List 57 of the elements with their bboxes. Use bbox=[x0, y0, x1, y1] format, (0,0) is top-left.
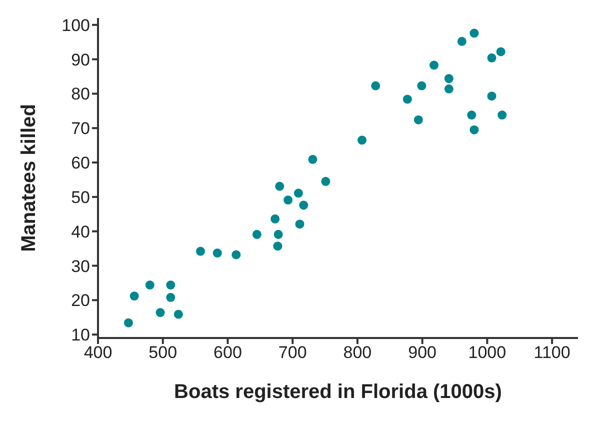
point bbox=[357, 136, 367, 145]
y-tick-label: 50 bbox=[71, 188, 90, 207]
point bbox=[124, 318, 133, 328]
y-axis-title: Manatees killed bbox=[18, 104, 40, 252]
point bbox=[498, 110, 507, 120]
point bbox=[130, 292, 139, 301]
point bbox=[487, 92, 496, 101]
point bbox=[429, 60, 439, 70]
y-tick-label: 30 bbox=[71, 256, 90, 276]
point bbox=[273, 242, 282, 251]
y-tick-label: 20 bbox=[71, 291, 90, 310]
point bbox=[275, 182, 284, 191]
point bbox=[252, 230, 262, 239]
x-tick-label: 400 bbox=[84, 343, 112, 362]
y-tick-label: 10 bbox=[71, 326, 90, 345]
x-tick-label: 1000 bbox=[468, 343, 506, 362]
x-axis-title: Boats registered in Florida (1000s) bbox=[174, 381, 502, 403]
point bbox=[414, 115, 423, 124]
point bbox=[274, 230, 283, 239]
point bbox=[321, 176, 330, 186]
y-tick-label: 80 bbox=[71, 84, 90, 104]
point bbox=[417, 81, 426, 90]
point bbox=[295, 220, 304, 229]
point bbox=[308, 154, 318, 164]
point bbox=[496, 47, 506, 56]
point bbox=[402, 94, 412, 104]
y-tick-label: 90 bbox=[71, 50, 90, 70]
point bbox=[232, 250, 241, 260]
point bbox=[487, 53, 496, 62]
point bbox=[196, 246, 205, 256]
x-tick-label: 700 bbox=[278, 343, 307, 362]
point bbox=[299, 200, 308, 210]
y-tick-label: 100 bbox=[62, 16, 90, 35]
point bbox=[212, 248, 222, 258]
point bbox=[457, 36, 466, 46]
x-tick-label: 900 bbox=[408, 343, 437, 362]
y-tick-label: 60 bbox=[71, 154, 90, 173]
point bbox=[470, 125, 479, 134]
point bbox=[371, 81, 380, 90]
y-tick-label: 70 bbox=[71, 119, 90, 138]
point bbox=[156, 308, 165, 318]
point bbox=[294, 188, 303, 198]
point bbox=[444, 74, 454, 84]
point bbox=[284, 196, 293, 205]
x-tick-label: 500 bbox=[148, 343, 178, 362]
point bbox=[467, 110, 476, 120]
point bbox=[444, 84, 454, 94]
point bbox=[166, 292, 176, 302]
point bbox=[145, 280, 154, 290]
point bbox=[166, 280, 176, 290]
y-tick-label: 40 bbox=[71, 222, 90, 242]
point bbox=[270, 214, 280, 224]
point bbox=[470, 28, 479, 38]
point bbox=[174, 310, 183, 319]
x-tick-label: 800 bbox=[343, 343, 372, 362]
x-tick-label: 1100 bbox=[534, 343, 570, 362]
x-tick-label: 600 bbox=[214, 343, 242, 362]
